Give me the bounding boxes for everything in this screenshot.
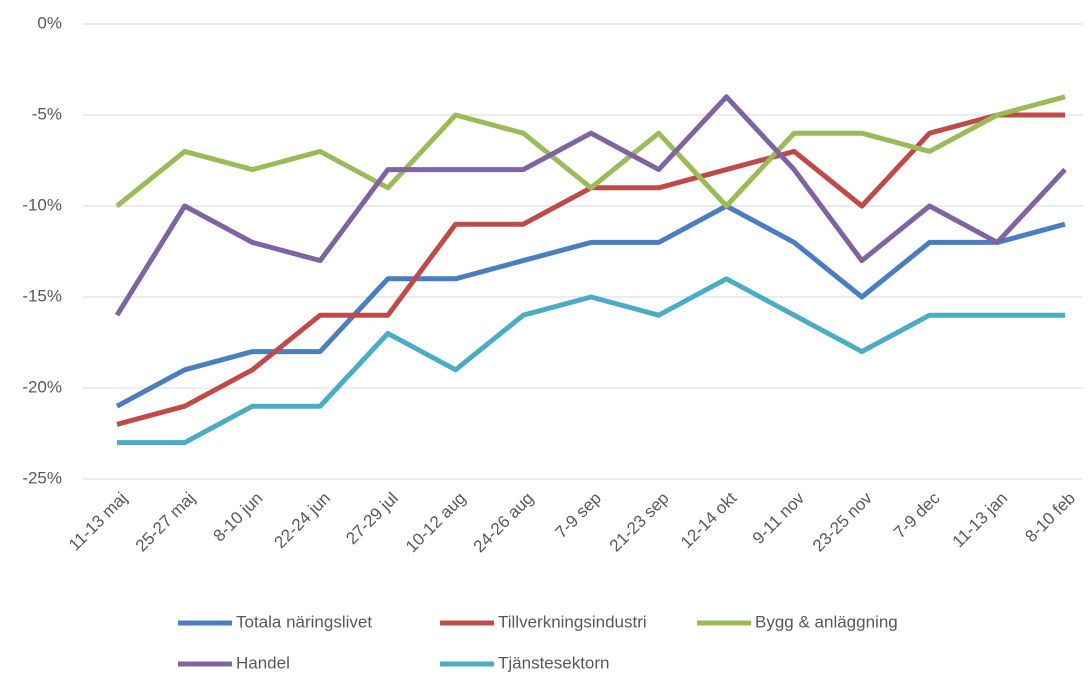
legend-label: Tjänstesektorn — [498, 653, 610, 672]
series-line — [117, 276, 1065, 446]
series-line — [116, 112, 1065, 427]
legend-label: Bygg & anläggning — [755, 612, 898, 631]
x-tick-label: 21-23 sep — [606, 489, 673, 556]
x-tick-label: 8-10 feb — [1021, 489, 1079, 547]
x-tick-label: 8-10 jun — [210, 489, 267, 546]
y-tick-label: -20% — [22, 377, 62, 396]
x-tick-label: 24-26 aug — [470, 489, 538, 557]
x-tick-label: 27-29 jul — [342, 489, 402, 549]
y-tick-label: -5% — [32, 104, 62, 123]
series-line — [115, 203, 1066, 409]
y-tick-label: 0% — [37, 13, 62, 32]
legend-label: Tillverkningsindustri — [498, 612, 647, 631]
legend-label: Handel — [236, 653, 290, 672]
legend-label: Totala näringslivet — [236, 612, 372, 631]
x-tick-label: 23-25 nov — [809, 488, 876, 555]
x-tick-label: 10-12 aug — [402, 489, 470, 557]
x-tick-label: 7-9 dec — [890, 488, 944, 542]
series-line — [114, 94, 1067, 317]
x-tick-label: 25-27 maj — [132, 489, 199, 556]
x-tick-label: 7-9 sep — [551, 489, 605, 543]
x-tick-label: 11-13 maj — [65, 489, 131, 555]
x-tick-label: 12-14 okt — [677, 488, 741, 552]
y-tick-label: -25% — [22, 468, 62, 487]
x-tick-label: 22-24 jun — [271, 489, 335, 553]
y-tick-label: -15% — [22, 286, 62, 305]
y-tick-label: -10% — [22, 195, 62, 214]
series-line — [115, 94, 1066, 209]
x-tick-label: 9-11 nov — [749, 488, 809, 548]
x-tick-label: 11-13 jan — [949, 489, 1012, 552]
